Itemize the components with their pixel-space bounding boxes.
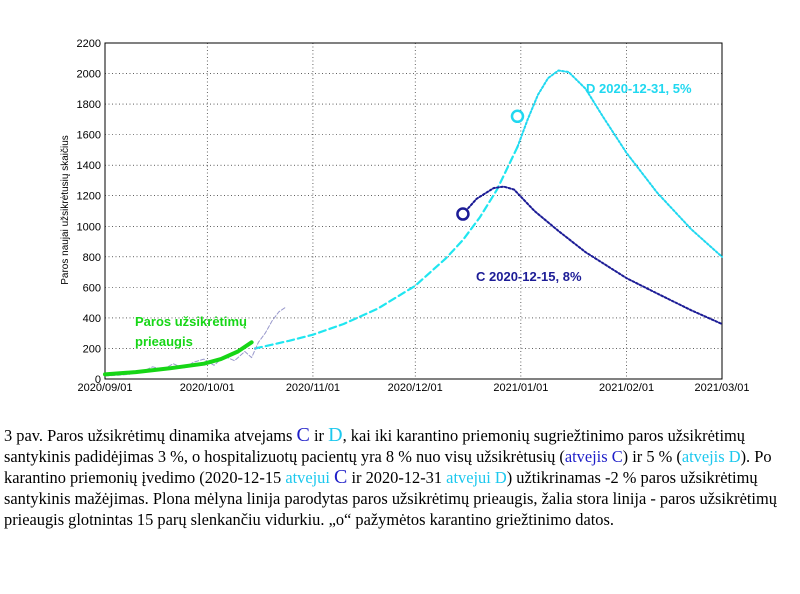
annotation-green-line1: Paros užsikrėtimų (135, 314, 247, 329)
y-tick-label: 1800 (77, 99, 101, 111)
x-tick-label: 2021/03/01 (694, 382, 749, 394)
y-tick-label: 0 (95, 374, 101, 386)
line-chart: 0 200 400 600 800 1000 1200 1400 1600 1800 2000 220… (60, 38, 750, 394)
caption-text: ) ir 5 % ( (622, 447, 682, 466)
caption-case-d-ref: atvejis D (681, 447, 741, 466)
x-tick-label: 2020/10/01 (180, 382, 235, 394)
axis-layer: 0 200 400 600 800 1000 1200 1400 1600 1800 2000 220… (77, 38, 750, 394)
caption-case-c: C (296, 424, 310, 446)
x-tick-label: 2020/11/01 (286, 382, 340, 394)
series-layer (103, 69, 723, 377)
series-line-5 (103, 340, 254, 377)
annotation-d: D 2020-12-31, 5% (586, 81, 692, 96)
caption-text: ) užtikrinamas -2 % paros užsikrėtimų sa… (4, 468, 777, 529)
series-line-3 (461, 185, 723, 325)
x-tick-label: 2020/12/01 (388, 382, 443, 394)
caption-text: ir 2020-12-31 (347, 468, 447, 487)
quarantine-marker-2 (510, 109, 525, 124)
y-tick-label: 2000 (77, 69, 101, 81)
y-tick-label: 1200 (77, 191, 101, 203)
caption-case-c-ref: atvejis C (564, 447, 623, 466)
marker-layer (456, 109, 525, 221)
y-tick-label: 1000 (77, 221, 101, 233)
caption-text: 3 pav. Paros užsikrėtimų dinamika atveja… (4, 426, 297, 445)
chart-area: 0 200 400 600 800 1000 1200 1400 1600 1800 2000 220… (60, 38, 750, 394)
x-tick-label: 2021/01/01 (493, 382, 548, 394)
caption-case-c-ref2: atvejui (285, 468, 335, 487)
annotation-green-line2: prieaugis (135, 334, 193, 349)
series-line-1 (253, 145, 519, 350)
figure-caption: 3 pav. Paros užsikrėtimų dinamika atveja… (4, 425, 796, 530)
quarantine-marker-1 (456, 207, 470, 221)
caption-case-d-ref2: atvejui D (446, 468, 507, 487)
y-tick-label: 600 (83, 282, 101, 294)
y-tick-label: 2200 (77, 38, 101, 50)
caption-case-d: D (328, 424, 343, 446)
caption-case-c-letter: C (334, 466, 348, 488)
series-line-2 (516, 69, 723, 258)
y-tick-label: 1600 (77, 130, 101, 142)
caption-text: ). Po karantino priemonių įvedimo (2020-… (4, 447, 772, 487)
x-tick-label: 2021/02/01 (599, 382, 654, 394)
plot-frame (104, 42, 723, 380)
y-tick-label: 400 (83, 313, 101, 325)
caption-text: , kai iki karantino priemonių sugriežtin… (4, 426, 745, 466)
y-tick-label: 800 (83, 252, 101, 264)
caption-text: ir (309, 426, 329, 445)
y-tick-label: 1400 (77, 160, 101, 172)
y-axis-label: Paros naujai užsikrėtusių skaičius (60, 135, 71, 285)
x-tick-label: 2020/09/01 (77, 382, 132, 394)
y-tick-label: 200 (83, 343, 101, 355)
annotation-c: C 2020-12-15, 8% (476, 269, 582, 284)
